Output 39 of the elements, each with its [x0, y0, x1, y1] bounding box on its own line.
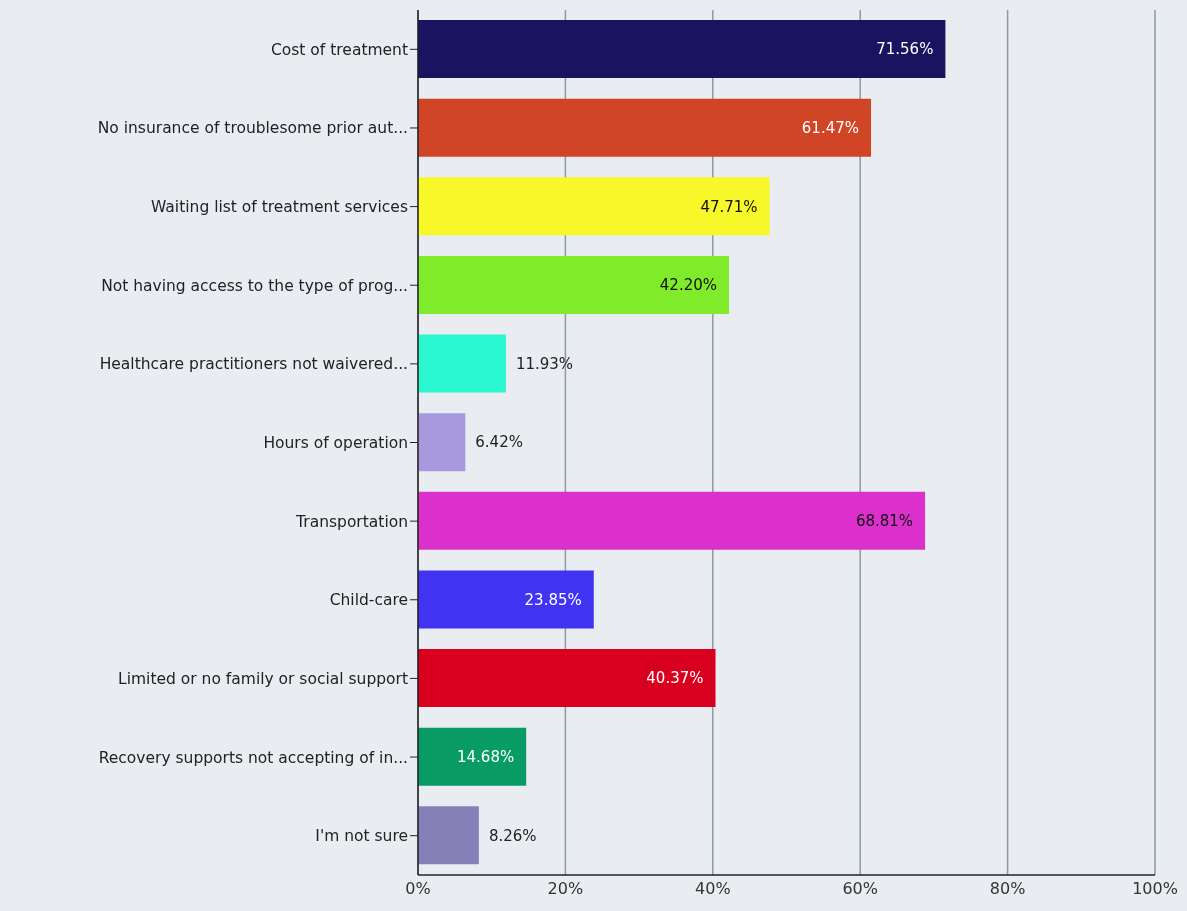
y-tick-label: Waiting list of treatment services — [151, 198, 408, 217]
y-tick-label: Child-care — [329, 591, 408, 610]
x-tick-label: 40% — [695, 879, 731, 899]
bar — [418, 20, 946, 78]
data-label: 23.85% — [524, 590, 582, 609]
y-tick-label: Healthcare practitioners not waivered... — [99, 355, 408, 374]
bar — [418, 334, 506, 393]
x-tick-label: 20% — [547, 879, 584, 899]
y-tick-label: Hours of operation — [263, 434, 408, 452]
x-tick-label: 60% — [842, 879, 878, 899]
y-tick-label: Not having access to the type of prog... — [101, 276, 408, 295]
data-label: 61.47% — [801, 118, 860, 137]
bar — [418, 649, 716, 708]
data-label: 71.56% — [876, 40, 934, 59]
y-tick-label: No insurance of troublesome prior aut... — [97, 119, 408, 138]
bar — [418, 570, 594, 629]
x-tick-label: 0% — [405, 879, 431, 899]
y-tick-label: Recovery supports not accepting of in... — [98, 748, 408, 767]
data-label: 8.26% — [488, 826, 537, 845]
y-tick-label: Cost of treatment — [270, 40, 408, 59]
data-label: 68.81% — [855, 512, 914, 531]
y-tick-label: Limited or no family or social support — [118, 669, 408, 688]
data-label: 47.71% — [700, 197, 758, 216]
x-tick-label: 100% — [1132, 879, 1178, 899]
data-label: 42.20% — [659, 276, 718, 295]
bar — [418, 413, 466, 472]
data-label: 40.37% — [646, 669, 704, 688]
bar — [418, 727, 527, 786]
y-tick-label: Transportation — [295, 512, 408, 531]
bar — [418, 806, 479, 865]
x-tick-label: 80% — [989, 879, 1026, 899]
y-tick-label: I'm not sure — [315, 827, 408, 846]
data-label: 11.93% — [515, 354, 574, 373]
bar — [418, 491, 926, 550]
data-label: 6.42% — [475, 433, 523, 452]
bar — [418, 255, 730, 314]
bar — [418, 98, 872, 157]
data-label: 14.68% — [456, 747, 515, 766]
bar — [418, 177, 770, 236]
